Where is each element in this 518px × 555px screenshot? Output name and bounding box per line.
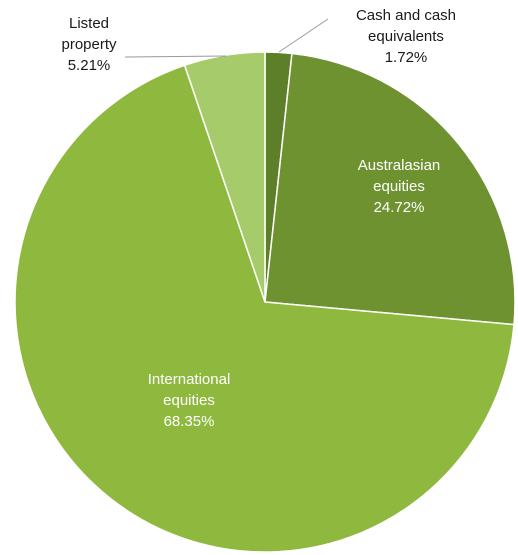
pie-slices — [14, 51, 516, 553]
slice-label-0: Cash and cash equivalents 1.72% — [356, 7, 456, 66]
slice-category-label: property — [61, 36, 117, 53]
pie-slice-3 — [183, 51, 266, 303]
pie-slice-2 — [14, 64, 515, 553]
slice-label-3: Listed property 5.21% — [61, 15, 117, 74]
slice-category-label: International — [148, 371, 231, 388]
slice-category-label: Australasian — [358, 157, 441, 174]
slice-labels: Cash and cash equivalents 1.72% Australasia… — [61, 7, 456, 430]
leader-line-3 — [124, 55, 227, 58]
slice-value-label: 68.35% — [164, 413, 215, 430]
slice-category-label: Listed — [69, 15, 109, 32]
slice-value-label: 24.72% — [374, 199, 425, 216]
leader-line-0 — [278, 18, 329, 53]
slice-label-2: International equities 68.35% — [148, 371, 231, 430]
slice-label-1: Australasian equities 24.72% — [358, 157, 441, 216]
pie-slice-1 — [264, 52, 516, 326]
slice-value-label: 5.21% — [68, 57, 111, 74]
leader-lines — [124, 18, 329, 58]
slice-value-label: 1.72% — [385, 49, 428, 66]
slice-category-label: equities — [163, 392, 215, 409]
slice-category-label: Cash and cash — [356, 7, 456, 24]
slice-category-label: equities — [373, 178, 425, 195]
slice-category-label: equivalents — [368, 28, 444, 45]
